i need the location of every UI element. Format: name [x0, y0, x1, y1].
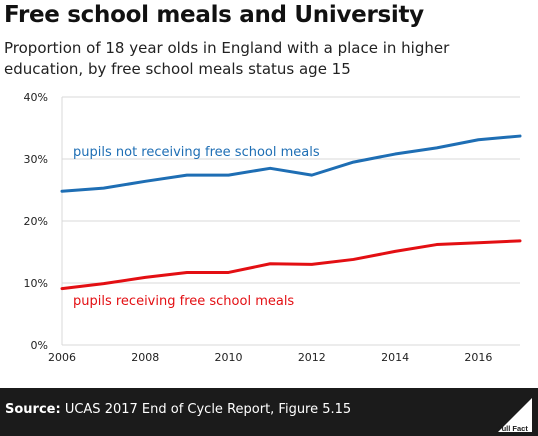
source-label: Source: [5, 402, 61, 417]
chart-title: Free school meals and University [4, 2, 424, 28]
y-tick-label: 40% [24, 91, 48, 104]
line-chart: 0% 10% 20% 30% 40% 2006 2008 2010 2012 2014 2016 p… [24, 91, 522, 364]
full-fact-logo: Full Fact [497, 398, 532, 433]
y-tick-label: 10% [24, 277, 48, 290]
series-line-not-fsm [60, 134, 522, 193]
axes: 0% 10% 20% 30% 40% 2006 2008 2010 2012 2014 2016 [24, 91, 493, 364]
y-tick-label: 30% [24, 153, 48, 166]
series-label-not-fsm: pupils not receiving free school meals [73, 145, 320, 160]
series-label-fsm: pupils receiving free school meals [73, 294, 294, 309]
series-line-fsm [60, 239, 522, 291]
footer-bar: Source: UCAS 2017 End of Cycle Report, F… [0, 388, 538, 436]
y-tick-label: 0% [31, 339, 48, 352]
gridlines [62, 96, 520, 346]
x-tick-label: 2012 [298, 351, 326, 364]
x-tick-label: 2006 [48, 351, 76, 364]
source-note: Source: UCAS 2017 End of Cycle Report, F… [5, 402, 351, 417]
chart-subtitle: Proportion of 18 year olds in England wi… [4, 39, 450, 78]
series-lines [60, 134, 522, 291]
y-tick-label: 20% [24, 215, 48, 228]
source-text: UCAS 2017 End of Cycle Report, Figure 5.… [60, 402, 352, 417]
x-tick-label: 2014 [381, 351, 409, 364]
x-tick-label: 2016 [464, 351, 492, 364]
logo-text: Full Fact [497, 424, 528, 433]
x-tick-label: 2008 [131, 351, 159, 364]
series-labels: pupils not receiving free school meals pu… [73, 145, 320, 309]
x-tick-label: 2010 [215, 351, 243, 364]
